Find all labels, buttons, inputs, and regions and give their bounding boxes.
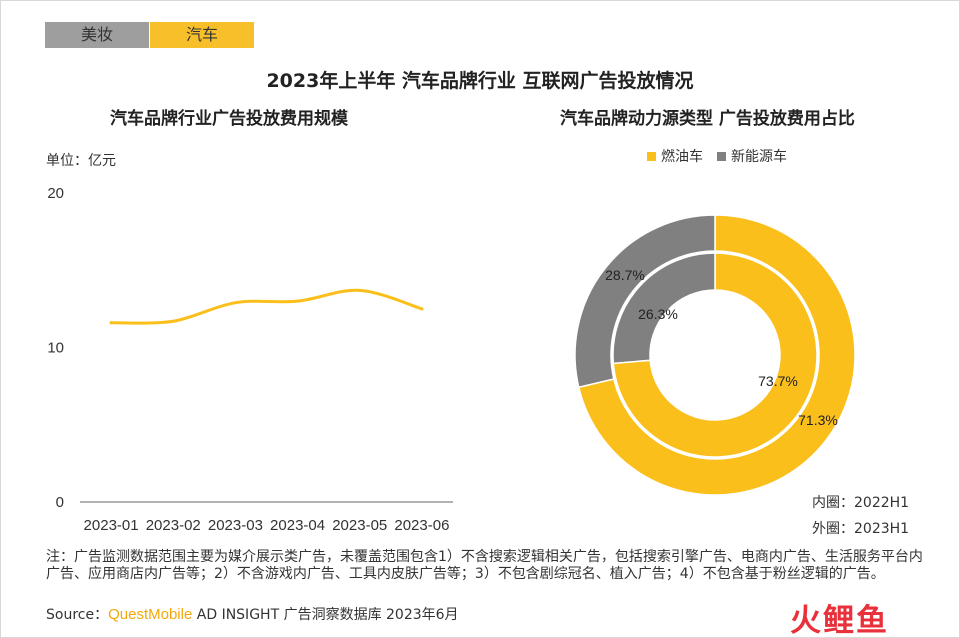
legend-label-fuel: 燃油车 [661,149,703,165]
y-tick-label: 0 [56,494,64,511]
source-brand: QuestMobile [108,606,193,623]
page-title: 2023年上半年 汽车品牌行业 互联网广告投放情况 [266,70,694,92]
unit-label: 单位：亿元 [46,153,116,169]
legend-label-nev: 新能源车 [731,149,787,165]
inner-ring-label: 内圈：2022H1 [812,495,910,511]
watermark-logo: 火鲤鱼 [790,603,889,638]
inner-ring-label-fuel: 73.7% [758,373,798,389]
x-tick-label: 2023-06 [394,517,449,534]
x-tick-label: 2023-02 [146,517,201,534]
inner-ring-label-nev: 26.3% [638,306,678,322]
line-data-point [109,321,113,325]
y-tick-label: 10 [47,340,64,357]
outer-ring-slice-nev [574,214,716,389]
inner-ring-slice-fuel [612,252,818,458]
outer-ring-label-fuel: 71.3% [798,412,838,428]
footnote: 注：广告监测数据范围主要为媒介展示类广告，未覆盖范围包含1）不含搜索逻辑相关广告… [46,549,923,582]
legend-swatch-nev [717,151,726,161]
x-tick-label: 2023-05 [332,517,387,534]
source-prefix: Source： [46,607,109,623]
legend-item-nev: 新能源车 [717,146,787,166]
legend-swatch-fuel [647,151,656,161]
tab-beauty[interactable]: 美妆 [45,22,149,48]
legend-item-fuel: 燃油车 [647,146,703,166]
outer-ring-slice-fuel [577,214,856,496]
donut-chart-title: 汽车品牌动力源类型 广告投放费用占比 [560,109,855,129]
source-suffix: AD INSIGHT 广告洞察数据库 2023年6月 [192,607,459,623]
line-data-point [358,288,362,292]
inner-ring-slice-nev [612,252,716,365]
line-data-point [296,299,300,303]
line-data-point [171,319,175,323]
outer-ring-label-nev: 28.7% [605,267,645,283]
line-chart-title: 汽车品牌行业广告投放费用规模 [110,109,348,129]
source-line: Source：QuestMobile AD INSIGHT 广告洞察数据库 20… [46,604,459,624]
line-data-point [233,301,237,305]
x-tick-label: 2023-04 [270,517,325,534]
line-data-point [420,307,424,311]
donut-legend: 燃油车 新能源车 [647,146,787,166]
tab-auto[interactable]: 汽车 [150,22,254,48]
series-line-ad-spend [109,288,424,325]
y-tick-label: 20 [47,185,64,202]
x-tick-label: 2023-03 [208,517,263,534]
outer-ring-label: 外圈：2023H1 [812,521,910,537]
x-tick-label: 2023-01 [84,517,139,534]
